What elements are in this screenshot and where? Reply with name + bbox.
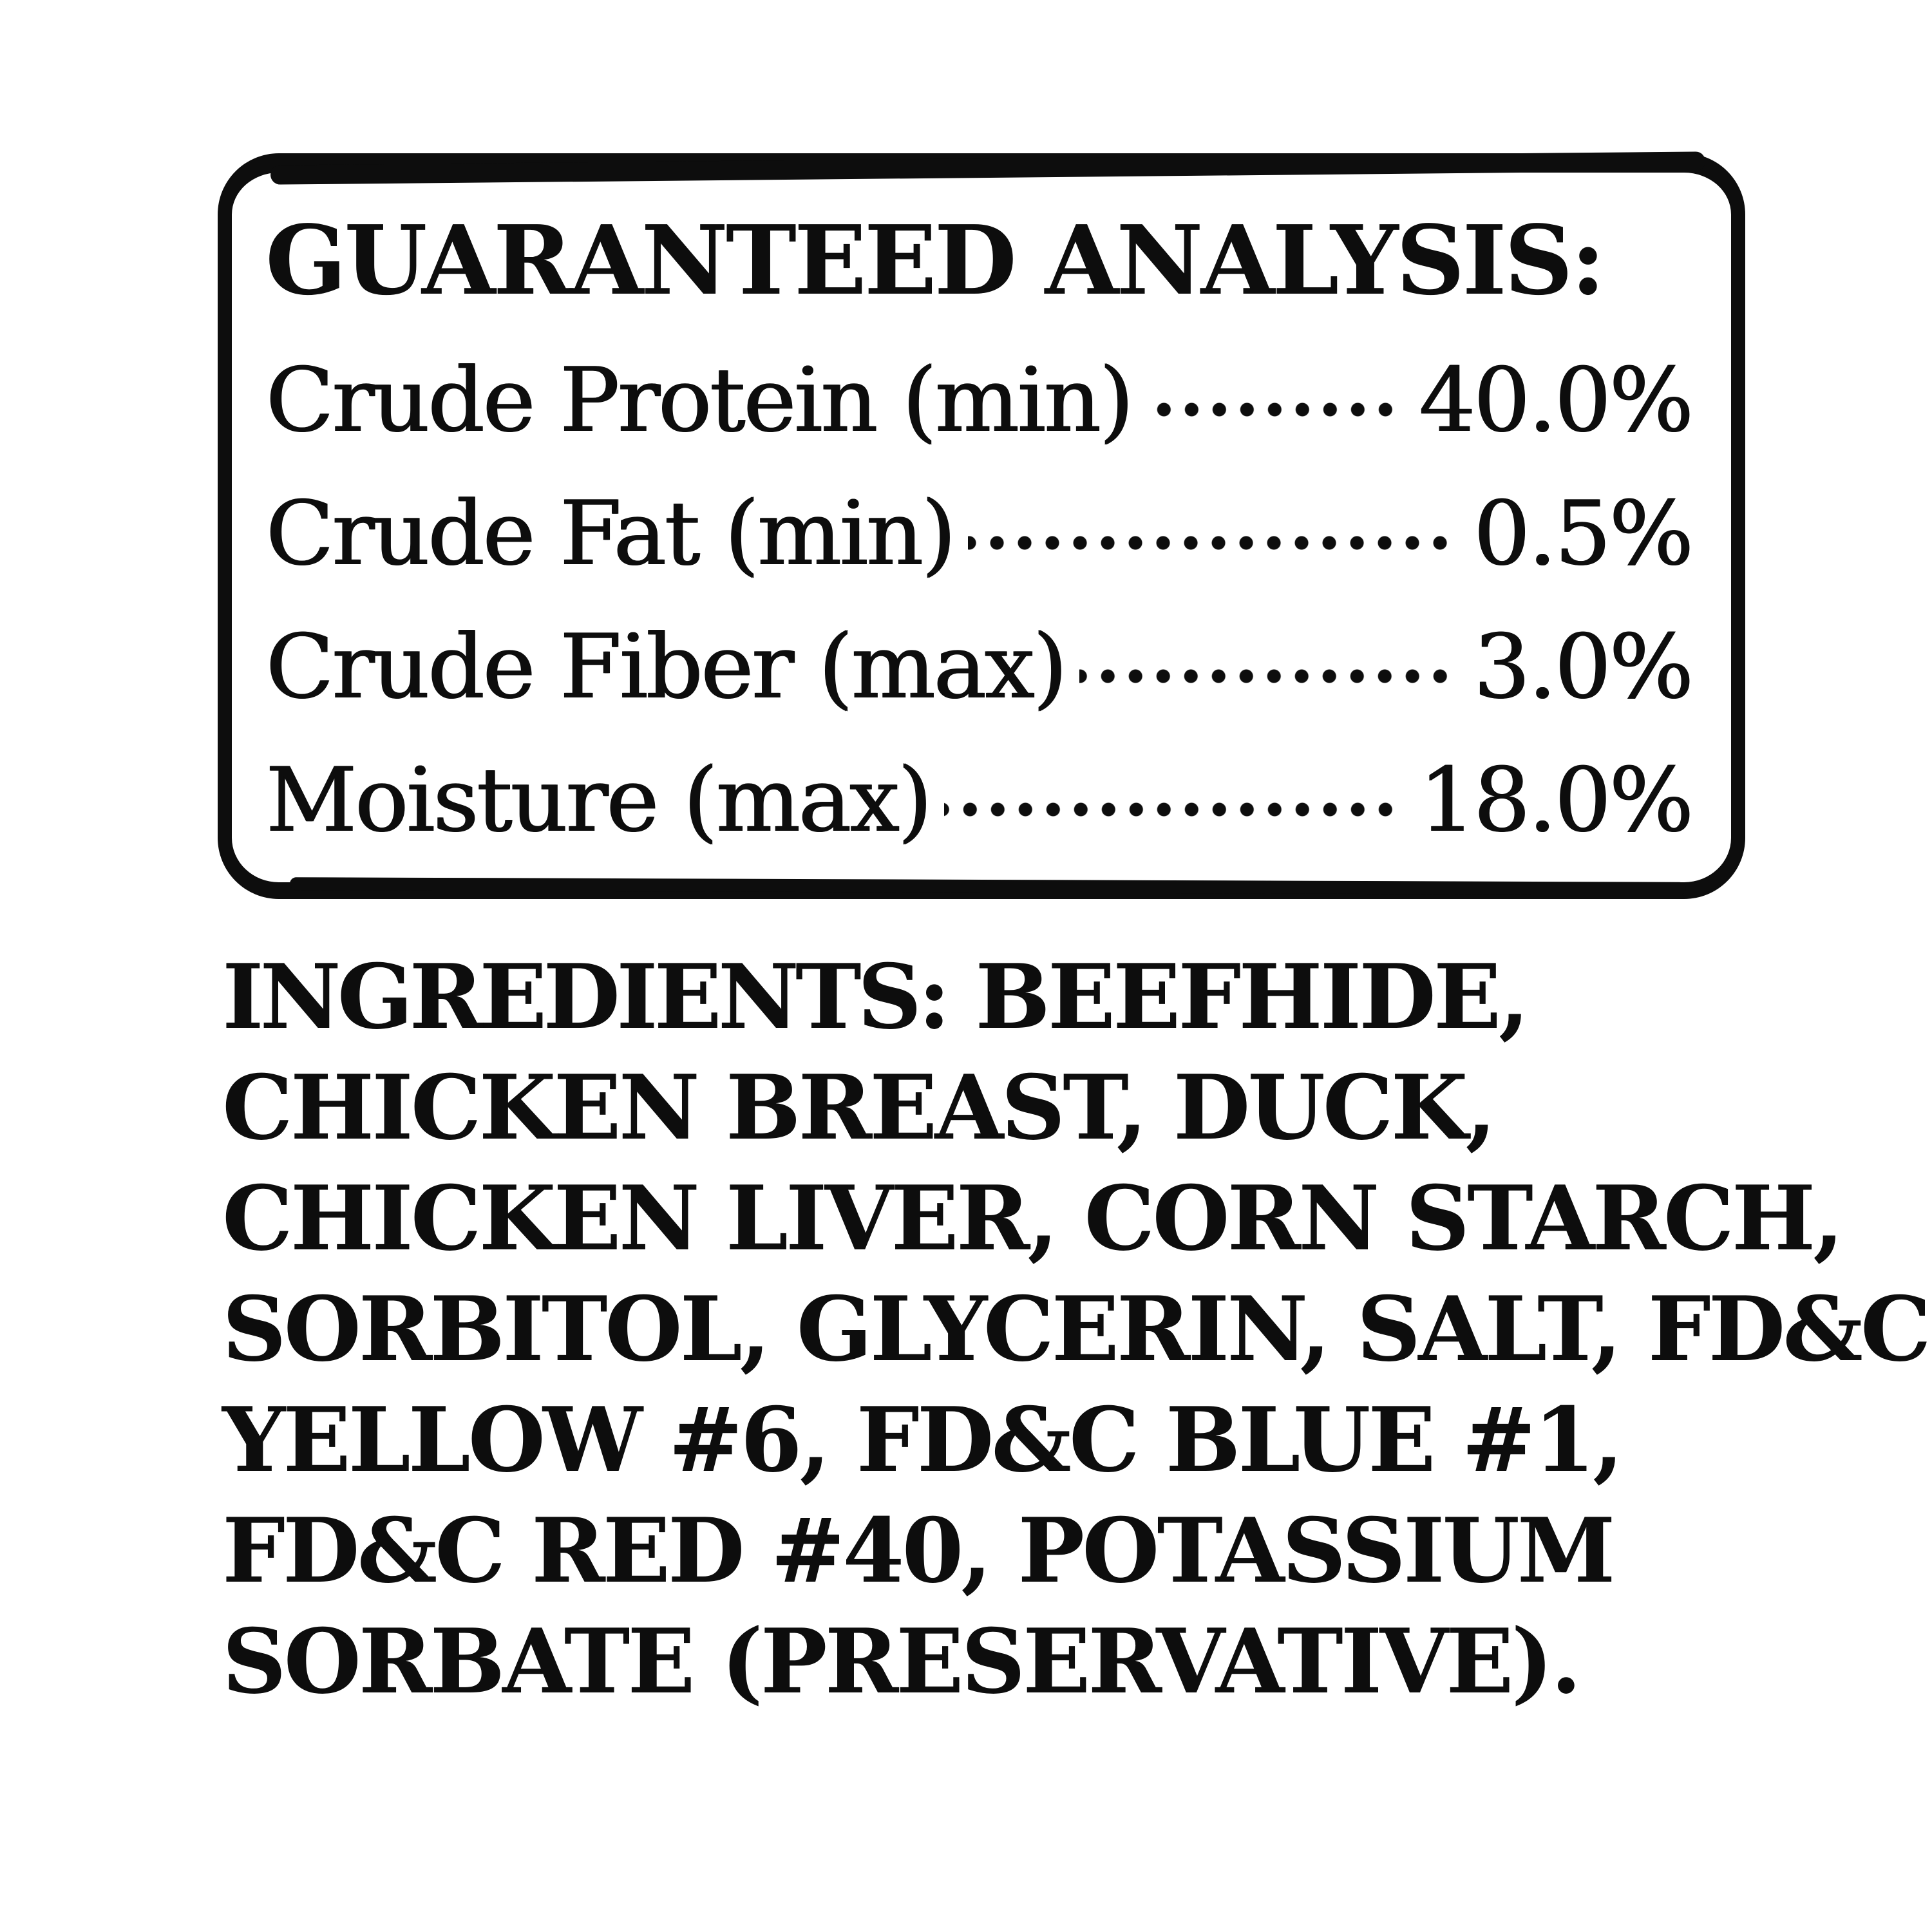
ingredients-line: CHICKEN LIVER, CORN STARCH, (222, 1166, 1844, 1271)
analysis-row-moisture: Moisture (max) 18.0% (265, 734, 1693, 867)
ingredients-line: INGREDIENTS: BEEFHIDE, (222, 942, 1800, 1052)
analysis-label: Crude Fat (min) (265, 482, 956, 585)
analysis-value: 18.0% (1418, 748, 1693, 852)
analysis-value: 0.5% (1473, 482, 1693, 585)
analysis-row-crude-protein: Crude Protein (min) 40.0% (265, 334, 1693, 467)
dot-leader (1079, 667, 1454, 685)
ingredients-line: SORBITOL, GLYCERIN, SALT, FD&C (222, 1276, 1931, 1381)
guaranteed-analysis-box: GUARANTEED ANALYSIS: Crude Protein (min)… (218, 153, 1745, 899)
analysis-row-crude-fat: Crude Fat (min) 0.5% (265, 467, 1693, 600)
dot-leader (943, 800, 1399, 818)
ingredients-heading: INGREDIENTS: (222, 944, 951, 1049)
ingredients-line: CHICKEN BREAST, DUCK, (222, 1055, 1497, 1160)
dot-leader (1145, 401, 1399, 418)
analysis-row-crude-fiber: Crude Fiber (max) 3.0% (265, 600, 1693, 734)
analysis-value: 40.0% (1418, 348, 1693, 452)
ingredients-line: YELLOW #6, FD&C BLUE #1, (222, 1387, 1624, 1492)
ingredients-text: BEEFHIDE, (975, 944, 1530, 1049)
analysis-label: Crude Fiber (max) (265, 615, 1067, 719)
analysis-label: Moisture (max) (265, 748, 932, 852)
analysis-label: Crude Protein (min) (265, 348, 1133, 452)
ingredients-section: INGREDIENTS: BEEFHIDE, CHICKEN BREAST, D… (222, 942, 1931, 1717)
analysis-value: 3.0% (1473, 615, 1693, 719)
guaranteed-analysis-title: GUARANTEED ANALYSIS: (265, 204, 1605, 316)
ingredients-line: FD&C RED #40, POTASSIUM (222, 1498, 1616, 1603)
dot-leader (967, 534, 1454, 551)
ingredients-line: SORBATE (PRESERVATIVE). (222, 1609, 1582, 1714)
